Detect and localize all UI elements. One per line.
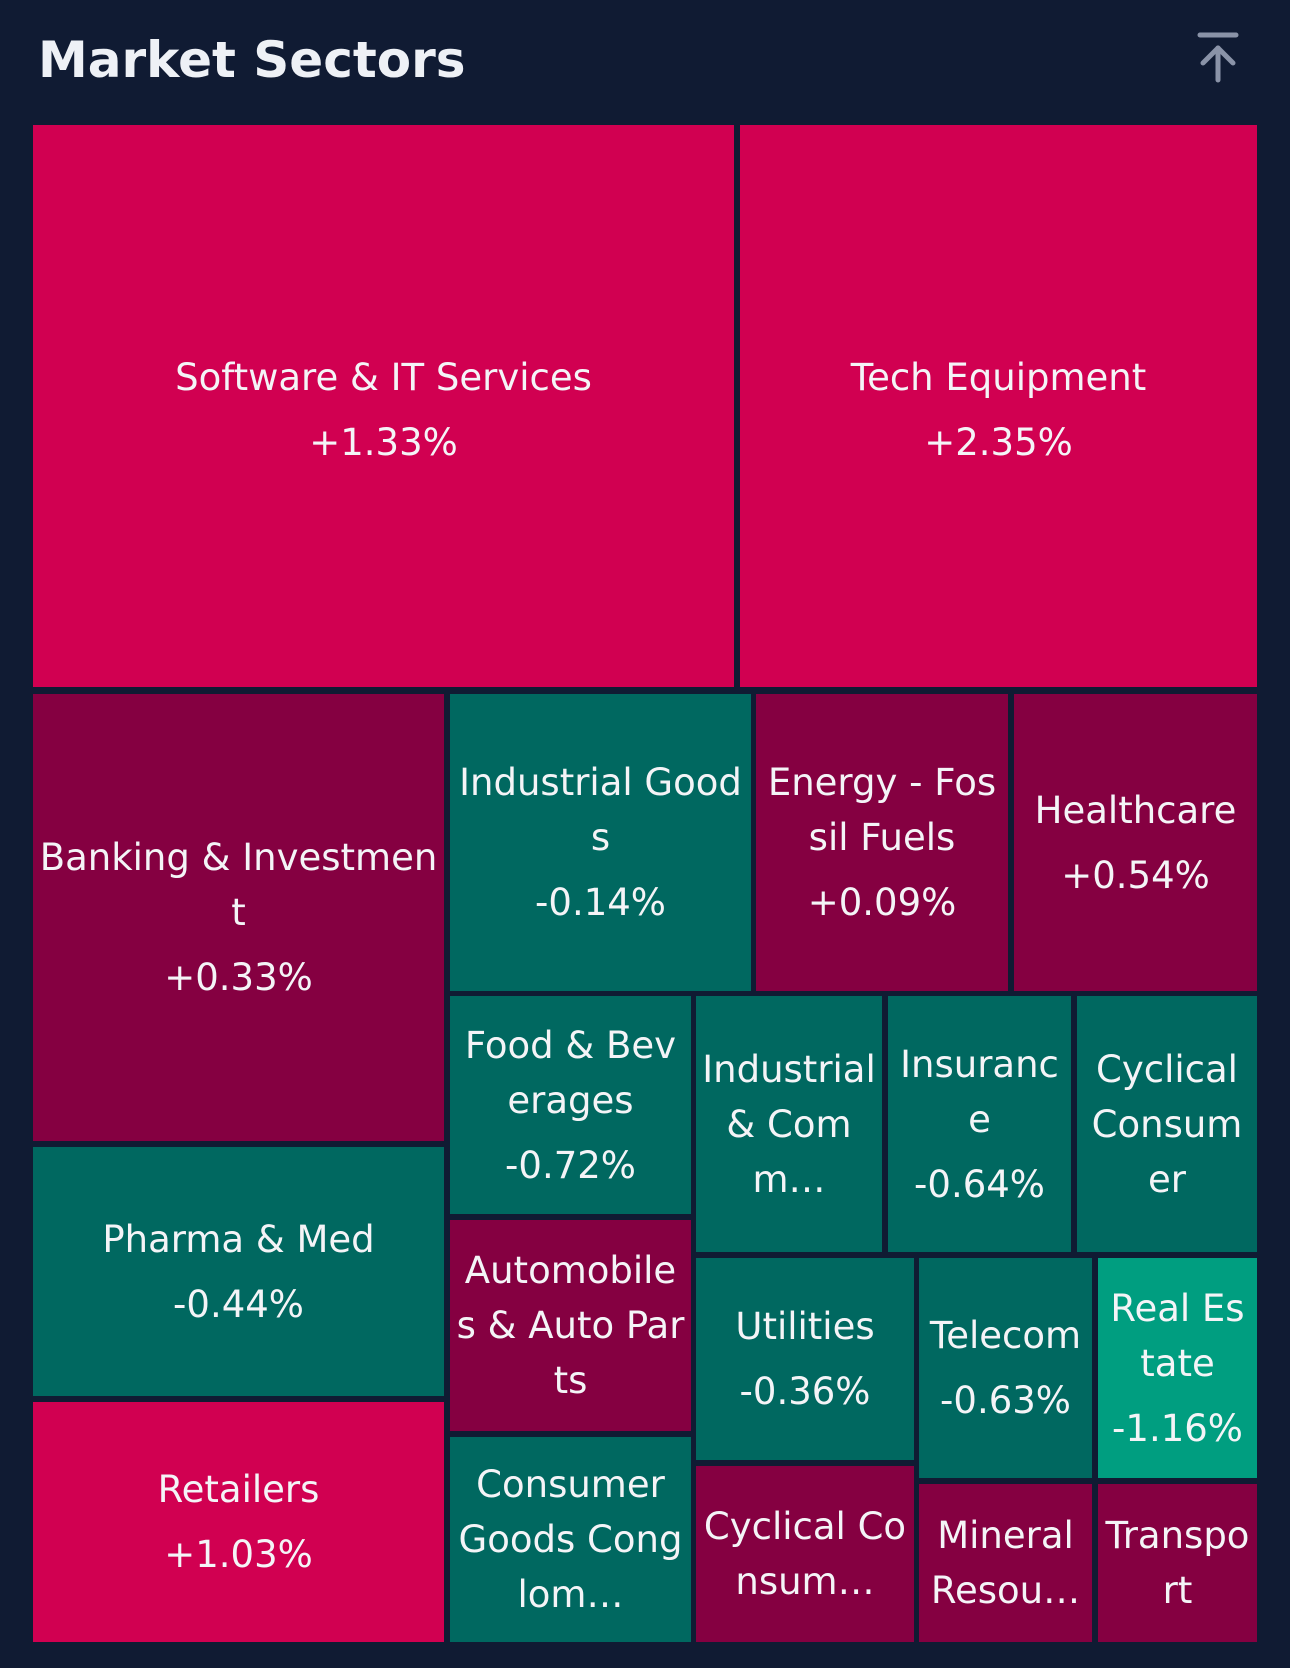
sector-change: +1.33%	[309, 421, 458, 464]
sector-tile-food-beverages[interactable]: Food & Beverages -0.72%	[450, 996, 691, 1214]
sector-tile-utilities[interactable]: Utilities -0.36%	[696, 1258, 914, 1460]
sector-tile-banking-investment[interactable]: Banking & Investment +0.33%	[33, 694, 444, 1141]
sector-name: Retailers	[157, 1468, 320, 1511]
sector-name: Industrial Goods	[459, 761, 742, 859]
sector-tile-mineral-resou[interactable]: Mineral Resou…	[919, 1484, 1092, 1642]
sector-tile-software-it-services[interactable]: Software & IT Services +1.33%	[33, 125, 734, 687]
sector-name: Healthcare	[1034, 788, 1237, 832]
sector-tile-energy-fossil-fuels[interactable]: Energy - Fossil Fuels +0.09%	[756, 694, 1008, 991]
sector-change: +0.09%	[807, 881, 957, 924]
sector-tile-telecom[interactable]: Telecom -0.63%	[919, 1258, 1092, 1478]
sector-tile-industrial-comm[interactable]: Industrial & Comm…	[696, 996, 882, 1252]
sector-tile-industrial-goods[interactable]: Industrial Goods -0.14%	[450, 694, 751, 991]
sector-name: Food & Beverages	[464, 1023, 677, 1122]
sector-tile-consumer-goods-conglom[interactable]: Consumer Goods Conglom…	[450, 1437, 691, 1642]
sector-tile-tech-equipment[interactable]: Tech Equipment +2.35%	[740, 125, 1257, 687]
sector-name: Real Estate	[1110, 1286, 1245, 1385]
arrow-to-top-icon	[1197, 32, 1239, 83]
sector-name: Software & IT Services	[175, 356, 592, 399]
sector-change: -0.36%	[739, 1370, 871, 1413]
sector-change: +1.03%	[164, 1533, 313, 1576]
sector-tile-cyclical-consum[interactable]: Cyclical Consum…	[696, 1466, 914, 1642]
sector-tile-pharma-med[interactable]: Pharma & Med -0.44%	[33, 1147, 444, 1396]
sector-change: -0.14%	[535, 881, 666, 924]
sector-name: Mineral Resou…	[930, 1514, 1081, 1612]
sector-name: Utilities	[735, 1305, 875, 1348]
sector-name: Telecom	[929, 1314, 1082, 1357]
sector-name: Industrial & Comm…	[702, 1047, 876, 1201]
sector-name: Cyclical Consumer	[1091, 1047, 1243, 1201]
sector-change: +0.54%	[1061, 853, 1210, 897]
sector-change: -0.44%	[173, 1282, 304, 1326]
sector-name: Automobiles & Auto Parts	[456, 1249, 685, 1402]
sector-tile-insurance[interactable]: Insurance -0.64%	[888, 996, 1071, 1252]
sector-name: Transport	[1105, 1514, 1250, 1612]
sector-tile-retailers[interactable]: Retailers +1.03%	[33, 1402, 444, 1642]
sector-name: Tech Equipment	[850, 356, 1147, 399]
sector-change: -0.63%	[940, 1379, 1071, 1422]
sector-tile-healthcare[interactable]: Healthcare +0.54%	[1014, 694, 1257, 991]
sector-change: -1.16%	[1112, 1406, 1243, 1450]
sector-name: Energy - Fossil Fuels	[767, 761, 997, 859]
scroll-to-top-button[interactable]	[1190, 26, 1246, 88]
sector-change: -0.72%	[505, 1143, 636, 1187]
sector-change: -0.64%	[914, 1162, 1045, 1206]
sector-tile-cyclical-consumer[interactable]: Cyclical Consumer	[1077, 996, 1257, 1252]
sector-tile-real-estate[interactable]: Real Estate -1.16%	[1098, 1258, 1257, 1478]
page-title: Market Sectors	[38, 31, 466, 89]
sector-change: +0.33%	[164, 956, 313, 999]
sector-name: Insurance	[900, 1042, 1059, 1141]
sector-name: Consumer Goods Conglom…	[458, 1463, 683, 1616]
sector-tile-transport[interactable]: Transport	[1098, 1484, 1257, 1642]
sector-name: Banking & Investment	[39, 836, 438, 934]
sector-tile-automobiles-auto-parts[interactable]: Automobiles & Auto Parts	[450, 1220, 691, 1431]
sector-name: Pharma & Med	[102, 1217, 375, 1261]
sector-name: Cyclical Consum…	[703, 1505, 907, 1603]
sector-change: +2.35%	[924, 421, 1073, 464]
